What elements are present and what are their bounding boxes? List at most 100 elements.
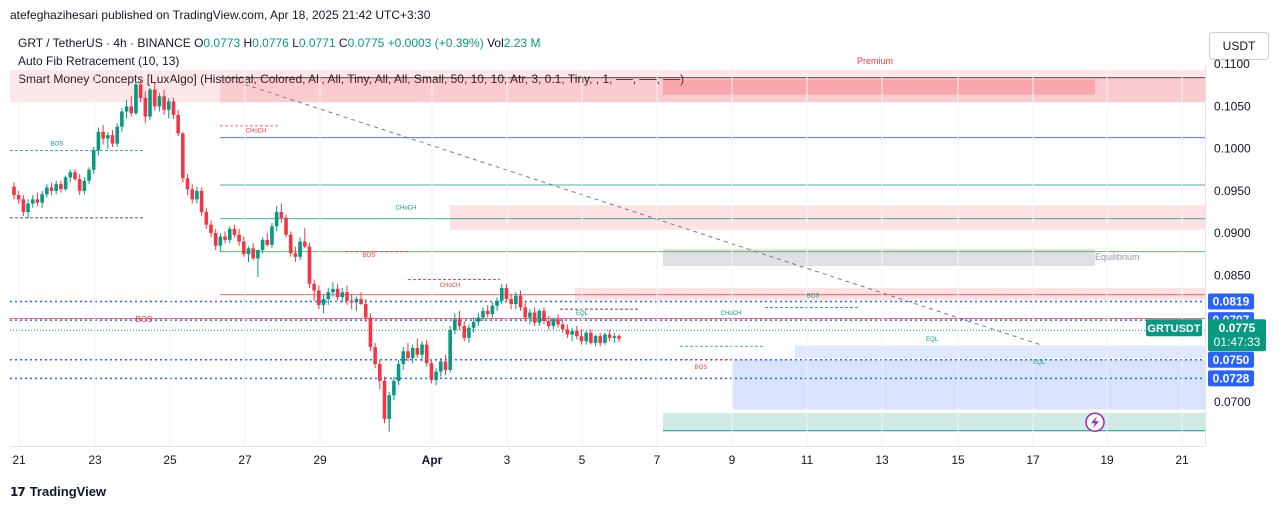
candle-body — [514, 295, 518, 305]
x-tick-label: 13 — [875, 453, 889, 467]
candle-body — [509, 298, 513, 305]
candle-body — [190, 189, 195, 200]
candle-body — [326, 292, 331, 299]
x-tick-label: 29 — [313, 453, 327, 467]
chart-legend: GRT / TetherUS · 4h · BINANCE O0.0773 H 0… — [18, 34, 684, 88]
candle-body — [162, 96, 166, 110]
close-label: C — [338, 36, 348, 50]
candle-body — [232, 228, 237, 235]
candle-body — [148, 89, 152, 117]
chart-annotation-choch: CHoCH — [246, 129, 267, 135]
candle-body — [312, 283, 316, 291]
candle-body — [481, 310, 485, 318]
chart-annotation-bos: BOS — [136, 315, 153, 324]
chart-annotation-bos: BOS — [363, 253, 376, 259]
candle-body — [30, 199, 35, 204]
order-block-bearish-inner — [663, 79, 1095, 95]
smc-zones — [10, 70, 1205, 432]
candle-body — [321, 298, 326, 305]
candle-body — [157, 96, 162, 107]
candle-body — [101, 131, 105, 139]
chart-annotation-choch: CHoCH — [721, 311, 742, 317]
tradingview-logo[interactable]: 17 TradingView — [10, 484, 106, 499]
candle-body — [279, 212, 284, 218]
x-tick-label: 27 — [238, 453, 252, 467]
candle-body — [349, 300, 354, 303]
x-tick-label: 11 — [801, 453, 814, 467]
candle-body — [87, 169, 91, 181]
candle-body — [382, 380, 387, 419]
candle-body — [546, 320, 551, 326]
candle-body — [223, 236, 227, 240]
low-label: L — [292, 36, 299, 50]
candle-body — [171, 101, 176, 115]
replay-lightning-icon — [1085, 412, 1105, 433]
currency-button[interactable]: USDT — [1209, 32, 1269, 60]
chart-annotation-eql: EQL — [576, 311, 589, 317]
premium-zone — [10, 70, 1205, 103]
open-label: O — [194, 36, 204, 50]
y-tick-label: 0.1050 — [1214, 99, 1251, 113]
y-tick-label: 0.0850 — [1214, 268, 1251, 282]
tradingview-logo-mark-icon: 17 — [10, 484, 26, 499]
candle-body — [54, 184, 59, 191]
candle-body — [152, 89, 157, 107]
time-axis: 21 23 25 27 29 Apr 3 5 7 9 11 13 15 17 19 21 — [12, 453, 1189, 467]
candle-body — [143, 98, 148, 117]
candle-body — [406, 351, 410, 359]
candle-body — [420, 344, 424, 355]
candle-body — [246, 248, 251, 255]
candle-body — [598, 336, 603, 343]
candle-body — [462, 326, 467, 338]
indicator-smc-label[interactable]: Smart Money Concepts [LuxAlgo] (Historic… — [18, 72, 685, 86]
candle-body — [575, 331, 579, 337]
x-tick-label: 21 — [1175, 453, 1189, 467]
candle-body — [129, 106, 134, 114]
candle-body — [387, 395, 391, 419]
candle-body — [59, 184, 63, 190]
candle-body — [12, 186, 16, 196]
candle-body — [213, 233, 218, 246]
candle-body — [401, 351, 406, 364]
candle-body — [63, 177, 68, 190]
candle-body — [340, 292, 345, 298]
high-label: H — [243, 36, 253, 50]
candle-body — [443, 361, 448, 370]
x-tick-label: 21 — [12, 453, 26, 467]
candle-body — [518, 295, 523, 308]
open-value: 0.0773 — [203, 36, 241, 50]
order-block-bearish — [220, 77, 1205, 103]
lightning-bolt-shape — [1091, 416, 1099, 429]
close-value: 0.0775 — [347, 36, 385, 50]
candle-body — [124, 106, 129, 112]
symbol-line[interactable]: GRT / TetherUS · 4h · BINANCE — [18, 36, 191, 50]
volume-value: 2.23 M — [503, 36, 541, 50]
chart-annotation-equilibrium: Equilibrium — [1095, 252, 1140, 262]
candle-body — [617, 336, 621, 339]
candle-body — [424, 344, 429, 364]
tradingview-logo-text: TradingView — [29, 484, 107, 499]
candle-body — [556, 319, 560, 325]
candle-body — [284, 217, 288, 235]
indicator-fib-label[interactable]: Auto Fib Retracement (10, 13) — [18, 54, 180, 68]
candle-body — [185, 178, 190, 190]
demand-zone-lower — [733, 359, 1205, 410]
candle-body — [40, 194, 44, 203]
candle-body — [551, 319, 556, 326]
change-value: +0.0003 (+0.39%) — [387, 36, 484, 50]
candle-body — [274, 212, 279, 227]
price-tag-badge — [1208, 293, 1254, 310]
candle-body — [368, 317, 373, 348]
y-tick-label: 0.1000 — [1214, 142, 1251, 156]
candle-body — [35, 199, 40, 203]
price-tag-badge — [1208, 351, 1254, 368]
candle-body — [467, 327, 471, 338]
x-tick-label: 5 — [579, 453, 586, 467]
candle-body — [209, 224, 213, 234]
symbol-badge — [1146, 319, 1202, 337]
candle-body — [49, 187, 54, 191]
candle-body — [410, 347, 415, 359]
y-tick-label: 0.0950 — [1214, 184, 1251, 198]
candles — [12, 79, 621, 432]
